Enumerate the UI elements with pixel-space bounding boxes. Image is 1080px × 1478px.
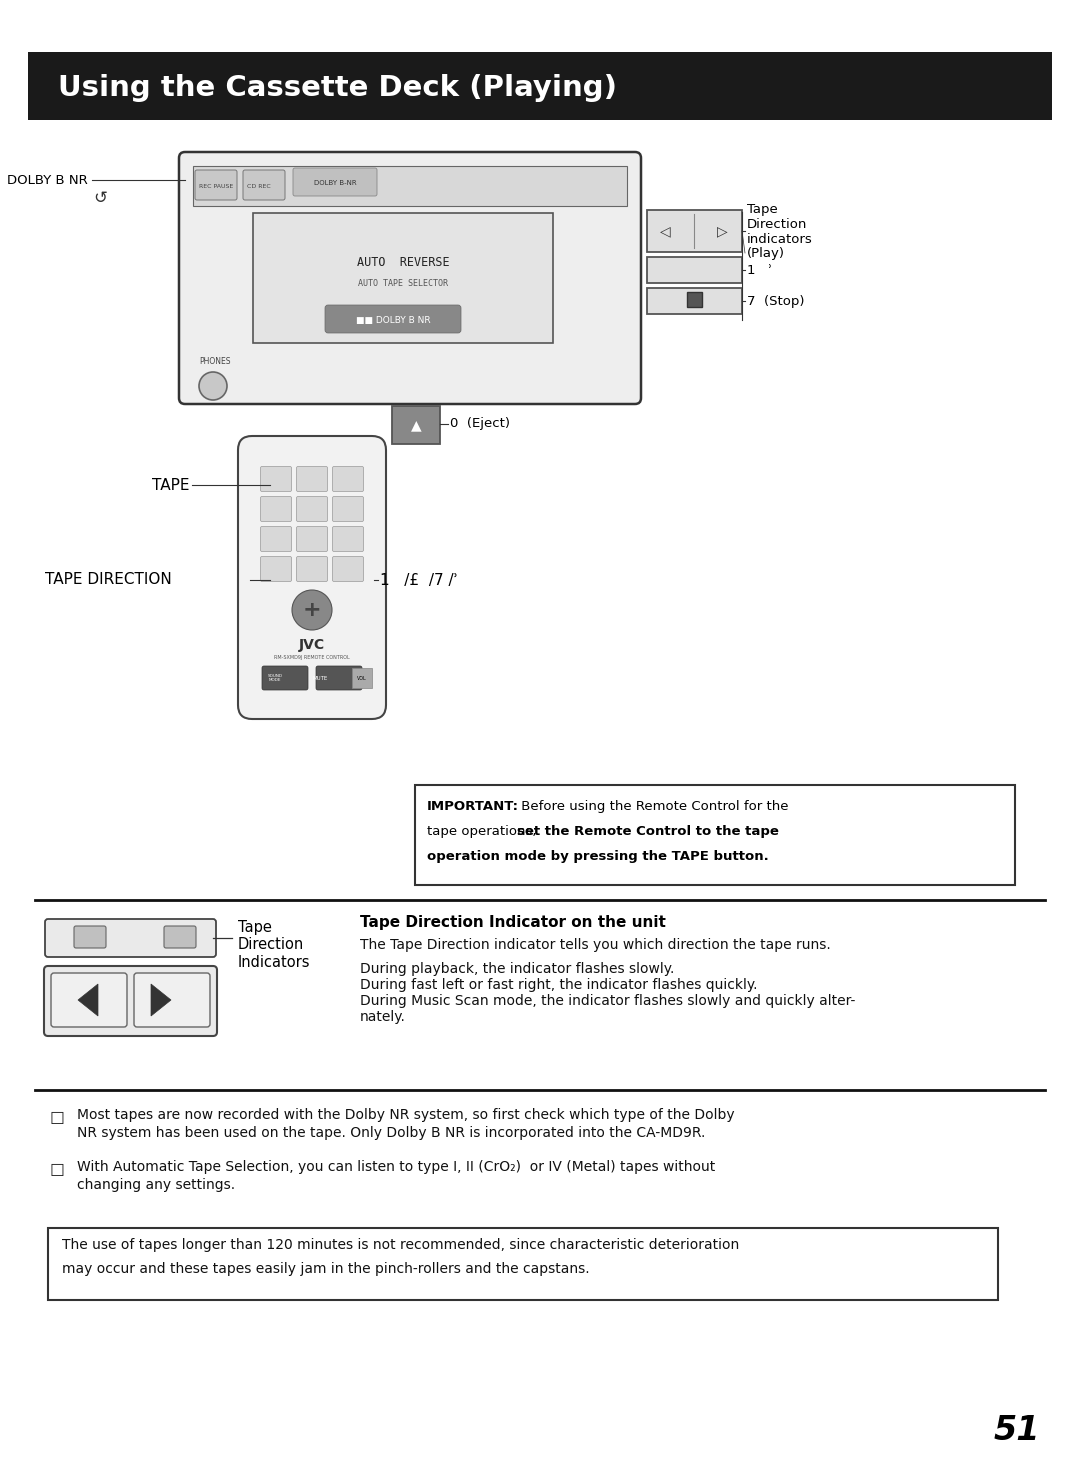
Text: JVC: JVC — [299, 638, 325, 652]
Text: With Automatic Tape Selection, you can listen to type I, II (CrO₂)  or IV (Metal: With Automatic Tape Selection, you can l… — [77, 1160, 715, 1174]
Text: IMPORTANT:: IMPORTANT: — [427, 800, 519, 813]
Bar — [48, 1228, 998, 1301]
Text: DOLBY B NR: DOLBY B NR — [8, 173, 87, 186]
Bar — [647, 210, 742, 253]
FancyBboxPatch shape — [325, 304, 461, 333]
FancyBboxPatch shape — [297, 467, 327, 492]
Text: VOL: VOL — [357, 675, 367, 680]
Bar — [392, 406, 440, 443]
FancyBboxPatch shape — [262, 667, 308, 690]
Bar — [253, 213, 553, 343]
Text: +: + — [302, 600, 322, 619]
Text: DOLBY B-NR: DOLBY B-NR — [313, 180, 356, 186]
Text: NR system has been used on the tape. Only Dolby B NR is incorporated into the CA: NR system has been used on the tape. Onl… — [77, 1126, 705, 1140]
Bar — [28, 52, 1052, 120]
Text: Tape
Direction
indicators: Tape Direction indicators — [747, 202, 813, 245]
Bar — [193, 166, 627, 205]
Text: MUTE: MUTE — [312, 675, 327, 680]
Circle shape — [199, 372, 227, 401]
Text: (Play): (Play) — [747, 247, 785, 260]
Text: AUTO  REVERSE: AUTO REVERSE — [356, 257, 449, 269]
FancyBboxPatch shape — [333, 557, 364, 581]
Bar — [687, 293, 702, 307]
Text: TAPE DIRECTION: TAPE DIRECTION — [45, 572, 172, 587]
Text: may occur and these tapes easily jam in the pinch-rollers and the capstans.: may occur and these tapes easily jam in … — [62, 1262, 590, 1276]
Text: nately.: nately. — [360, 1009, 406, 1024]
FancyBboxPatch shape — [333, 497, 364, 522]
FancyBboxPatch shape — [260, 467, 292, 492]
FancyBboxPatch shape — [134, 973, 210, 1027]
Text: 1   /£  /7 /ʾ: 1 /£ /7 /ʾ — [380, 572, 458, 587]
Text: During fast left or fast right, the indicator flashes quickly.: During fast left or fast right, the indi… — [360, 978, 757, 992]
Text: REC PAUSE: REC PAUSE — [199, 183, 233, 189]
FancyBboxPatch shape — [45, 919, 216, 956]
Text: 1   ʾ: 1 ʾ — [747, 263, 772, 276]
FancyBboxPatch shape — [164, 927, 195, 947]
Text: Most tapes are now recorded with the Dolby NR system, so first check which type : Most tapes are now recorded with the Dol… — [77, 1108, 734, 1122]
Text: During Music Scan mode, the indicator flashes slowly and quickly alter-: During Music Scan mode, the indicator fl… — [360, 995, 855, 1008]
FancyBboxPatch shape — [293, 168, 377, 197]
Text: changing any settings.: changing any settings. — [77, 1178, 235, 1191]
Text: ◁: ◁ — [660, 225, 671, 238]
FancyBboxPatch shape — [297, 557, 327, 581]
FancyBboxPatch shape — [260, 497, 292, 522]
Polygon shape — [151, 984, 171, 1015]
Text: 7  (Stop): 7 (Stop) — [747, 294, 805, 307]
FancyBboxPatch shape — [195, 170, 237, 200]
Text: Tape Direction Indicator on the unit: Tape Direction Indicator on the unit — [360, 915, 666, 930]
Bar — [415, 785, 1015, 885]
FancyBboxPatch shape — [75, 927, 106, 947]
Circle shape — [292, 590, 332, 630]
FancyBboxPatch shape — [260, 557, 292, 581]
Text: ☐: ☐ — [50, 1110, 65, 1128]
FancyBboxPatch shape — [333, 467, 364, 492]
Bar — [352, 668, 372, 687]
Text: AUTO TAPE SELECTOR: AUTO TAPE SELECTOR — [357, 278, 448, 288]
FancyBboxPatch shape — [316, 667, 362, 690]
FancyBboxPatch shape — [297, 526, 327, 551]
Text: tape operations,: tape operations, — [427, 825, 541, 838]
FancyBboxPatch shape — [260, 526, 292, 551]
FancyBboxPatch shape — [238, 436, 386, 718]
Text: TAPE: TAPE — [152, 477, 190, 492]
FancyBboxPatch shape — [333, 526, 364, 551]
Text: CD REC: CD REC — [247, 183, 271, 189]
FancyBboxPatch shape — [243, 170, 285, 200]
Text: The use of tapes longer than 120 minutes is not recommended, since characteristi: The use of tapes longer than 120 minutes… — [62, 1239, 739, 1252]
Text: PHONES: PHONES — [199, 358, 230, 367]
Text: Using the Cassette Deck (Playing): Using the Cassette Deck (Playing) — [58, 74, 617, 102]
Text: ▲: ▲ — [410, 418, 421, 432]
Text: The Tape Direction indicator tells you which direction the tape runs.: The Tape Direction indicator tells you w… — [360, 939, 831, 952]
Text: 0  (Eject): 0 (Eject) — [450, 417, 510, 430]
Text: operation mode by pressing the TAPE button.: operation mode by pressing the TAPE butt… — [427, 850, 769, 863]
Text: RM-SXMD9J REMOTE CONTROL: RM-SXMD9J REMOTE CONTROL — [274, 656, 350, 661]
Text: ☐: ☐ — [50, 1162, 65, 1179]
Text: Tape
Direction
Indicators: Tape Direction Indicators — [238, 919, 311, 970]
Text: SOUND
MODE: SOUND MODE — [268, 674, 283, 683]
Text: During playback, the indicator flashes slowly.: During playback, the indicator flashes s… — [360, 962, 674, 975]
Text: ▷: ▷ — [717, 225, 727, 238]
Polygon shape — [78, 984, 98, 1015]
Text: set the Remote Control to the tape: set the Remote Control to the tape — [517, 825, 779, 838]
Text: Before using the Remote Control for the: Before using the Remote Control for the — [517, 800, 788, 813]
Bar — [647, 288, 742, 313]
FancyBboxPatch shape — [44, 967, 217, 1036]
FancyBboxPatch shape — [51, 973, 127, 1027]
FancyBboxPatch shape — [179, 152, 642, 403]
Text: ↺: ↺ — [93, 189, 107, 207]
FancyBboxPatch shape — [297, 497, 327, 522]
Text: ■■ DOLBY B NR: ■■ DOLBY B NR — [355, 315, 430, 325]
Text: 51: 51 — [994, 1413, 1040, 1447]
Bar — [647, 257, 742, 282]
